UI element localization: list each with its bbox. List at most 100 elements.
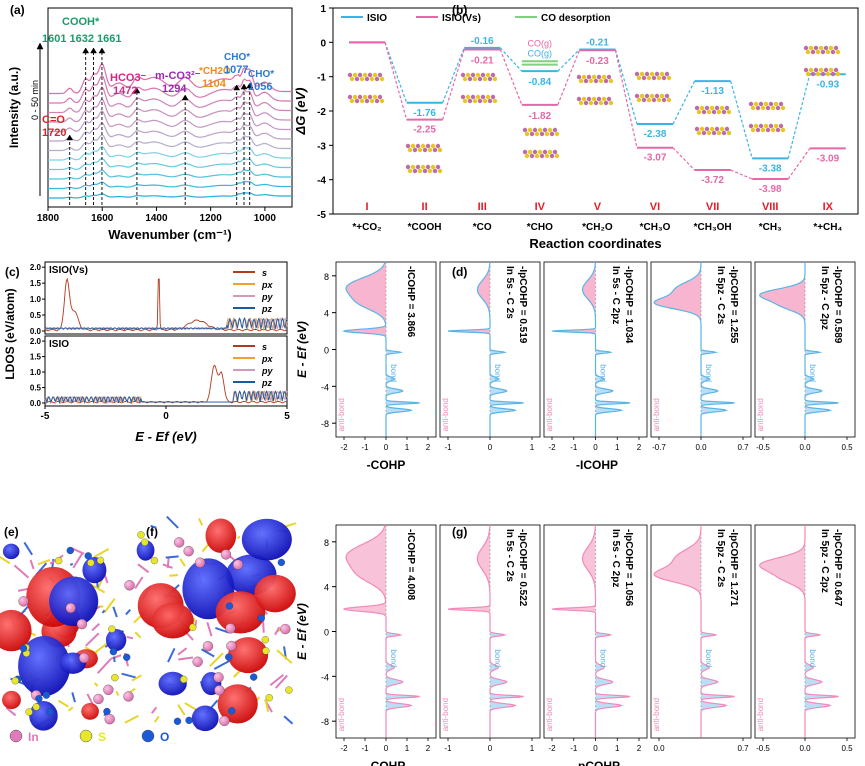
- cohp-bond-label: bond: [493, 364, 502, 382]
- panel-b-atom: [425, 143, 431, 149]
- cohp-xtick-label: 2: [426, 744, 431, 753]
- panel-b-atom: [646, 75, 652, 81]
- panel-b-atom: [487, 98, 493, 104]
- isosurface-lobe: [49, 576, 99, 627]
- panel-b-atom: [649, 71, 655, 77]
- structure-bond: [264, 699, 270, 712]
- cohp-subplot-title: -IpCOHP = 1.271: [728, 529, 739, 607]
- panel-b-structure-thumbnail: [694, 105, 732, 115]
- panel-b-atom: [721, 130, 727, 136]
- panel-b-ytick-label: 1: [320, 4, 326, 15]
- panel-b-atom: [410, 164, 416, 170]
- panel-b-atom: [606, 96, 612, 102]
- panel-b-atom: [362, 72, 368, 78]
- panel-a-ylabel: Intensity (a.u.): [7, 67, 21, 148]
- panel-b-atom: [364, 98, 370, 104]
- panel-c-legend-label: s: [262, 268, 267, 278]
- cohp-bond-label: bond: [389, 364, 398, 382]
- panel-c-subframe: [44, 261, 288, 335]
- panel-b-atom: [544, 131, 550, 137]
- cohp-xtick-label: 2: [637, 744, 642, 753]
- panel-c-legend-label: pz: [261, 378, 272, 388]
- panel-a-peak-value: 1472: [113, 85, 137, 97]
- panel-b-atom: [472, 76, 478, 82]
- panel-c-xlabel: E - Ef (eV): [135, 429, 196, 444]
- panel-label-e: (e): [4, 525, 19, 539]
- panel-b-atom: [818, 45, 824, 51]
- structure-bond: [137, 563, 150, 574]
- panel-b-step-label: VII: [706, 201, 719, 213]
- panel-c-ytick-label: 1.0: [30, 368, 42, 377]
- panel-b-atom: [420, 164, 426, 170]
- panel-b-atom: [490, 72, 496, 78]
- structure-bond: [276, 649, 293, 664]
- structure-bond: [213, 660, 230, 670]
- cohp-ytick-label: 4: [324, 583, 329, 593]
- panel-label-c: (c): [5, 265, 20, 279]
- cohp-antibond-fill: [654, 262, 701, 350]
- panel-b-structure-thumbnail: [748, 123, 786, 133]
- panel-b-atom: [435, 143, 441, 149]
- cohp-curve: [342, 261, 420, 437]
- cohp-xtick-label: 1: [405, 744, 410, 753]
- cohp-ytick-label: 0: [324, 628, 329, 638]
- panel-b-connector: [787, 148, 811, 180]
- panel-b-atom: [803, 45, 809, 51]
- panel-a-peak-arrow: [133, 87, 141, 94]
- panel-b-step-label: VI: [650, 201, 660, 213]
- panel-b-atom: [823, 67, 829, 73]
- panel-b-atom: [778, 123, 784, 129]
- panel-b-structure-thumbnail: [405, 164, 443, 174]
- structure-atom: [123, 691, 134, 702]
- panel-b-atom: [750, 127, 756, 133]
- cohp-xlabel: -COHP: [367, 458, 406, 472]
- panel-b-atom: [430, 164, 436, 170]
- panel-b-atom: [586, 96, 592, 102]
- panel-c-ytick-label: 1.5: [30, 279, 42, 288]
- cohp-xtick-label: -1: [570, 443, 578, 452]
- panel-b-atom: [369, 98, 375, 104]
- panel-a-peak-label: C=O: [42, 114, 65, 126]
- panel-b-atom: [372, 72, 378, 78]
- panel-b-energy-value: -0.16: [471, 36, 494, 47]
- cohp-antibond-fill: [552, 262, 596, 350]
- panel-b-atom: [704, 126, 710, 132]
- structure-bond: [91, 623, 101, 632]
- panel-b-atom: [407, 168, 413, 174]
- cohp-subplot-title: -ICOHP = 4.008: [405, 529, 416, 601]
- cohp-subplot-title: -IpCOHP = 0.519: [517, 266, 528, 344]
- structure-bond: [178, 656, 194, 661]
- panel-b-atom: [714, 126, 720, 132]
- panel-b-structure-thumbnail: [405, 143, 443, 153]
- structure-bond: [215, 627, 230, 634]
- cohp-xtick-label: -2: [340, 443, 348, 452]
- panel-b-atom: [470, 94, 476, 100]
- isosurface-lobe: [136, 540, 155, 561]
- atom-legend-swatch: [141, 729, 155, 743]
- panel-b-step-label: II: [422, 201, 428, 213]
- cohp-xtick-label: 0.0: [799, 443, 811, 452]
- panel-a-peak-arrow: [240, 83, 248, 90]
- panel-b-atom: [412, 168, 418, 174]
- panel-b-atom: [432, 168, 438, 174]
- panel-b-energy-value: -3.09: [816, 153, 839, 164]
- panel-b-atom: [828, 67, 834, 73]
- isosurface-lobe: [241, 518, 292, 561]
- cohp-xtick-label: -2: [340, 744, 348, 753]
- panel-b-atom: [603, 100, 609, 106]
- structure-bond: [274, 626, 281, 636]
- panel-b-atom: [699, 126, 705, 132]
- panel-b-atom: [591, 74, 597, 80]
- panel-b-atom: [487, 76, 493, 82]
- structure-bond: [134, 576, 144, 589]
- cohp-antibond-fill: [759, 262, 805, 350]
- panel-b-atom: [654, 93, 660, 99]
- panel-b-atom: [537, 127, 543, 133]
- structure-bond: [29, 559, 35, 570]
- panel-a-spectrum-trace: [48, 98, 292, 123]
- panel-b-structure-thumbnail: [803, 67, 841, 77]
- panel-a-spectrum-trace: [48, 192, 292, 199]
- panel-b-atom: [748, 123, 754, 129]
- atom-legend-swatch: [9, 729, 23, 743]
- cohp-ytick-label: -8: [321, 419, 329, 429]
